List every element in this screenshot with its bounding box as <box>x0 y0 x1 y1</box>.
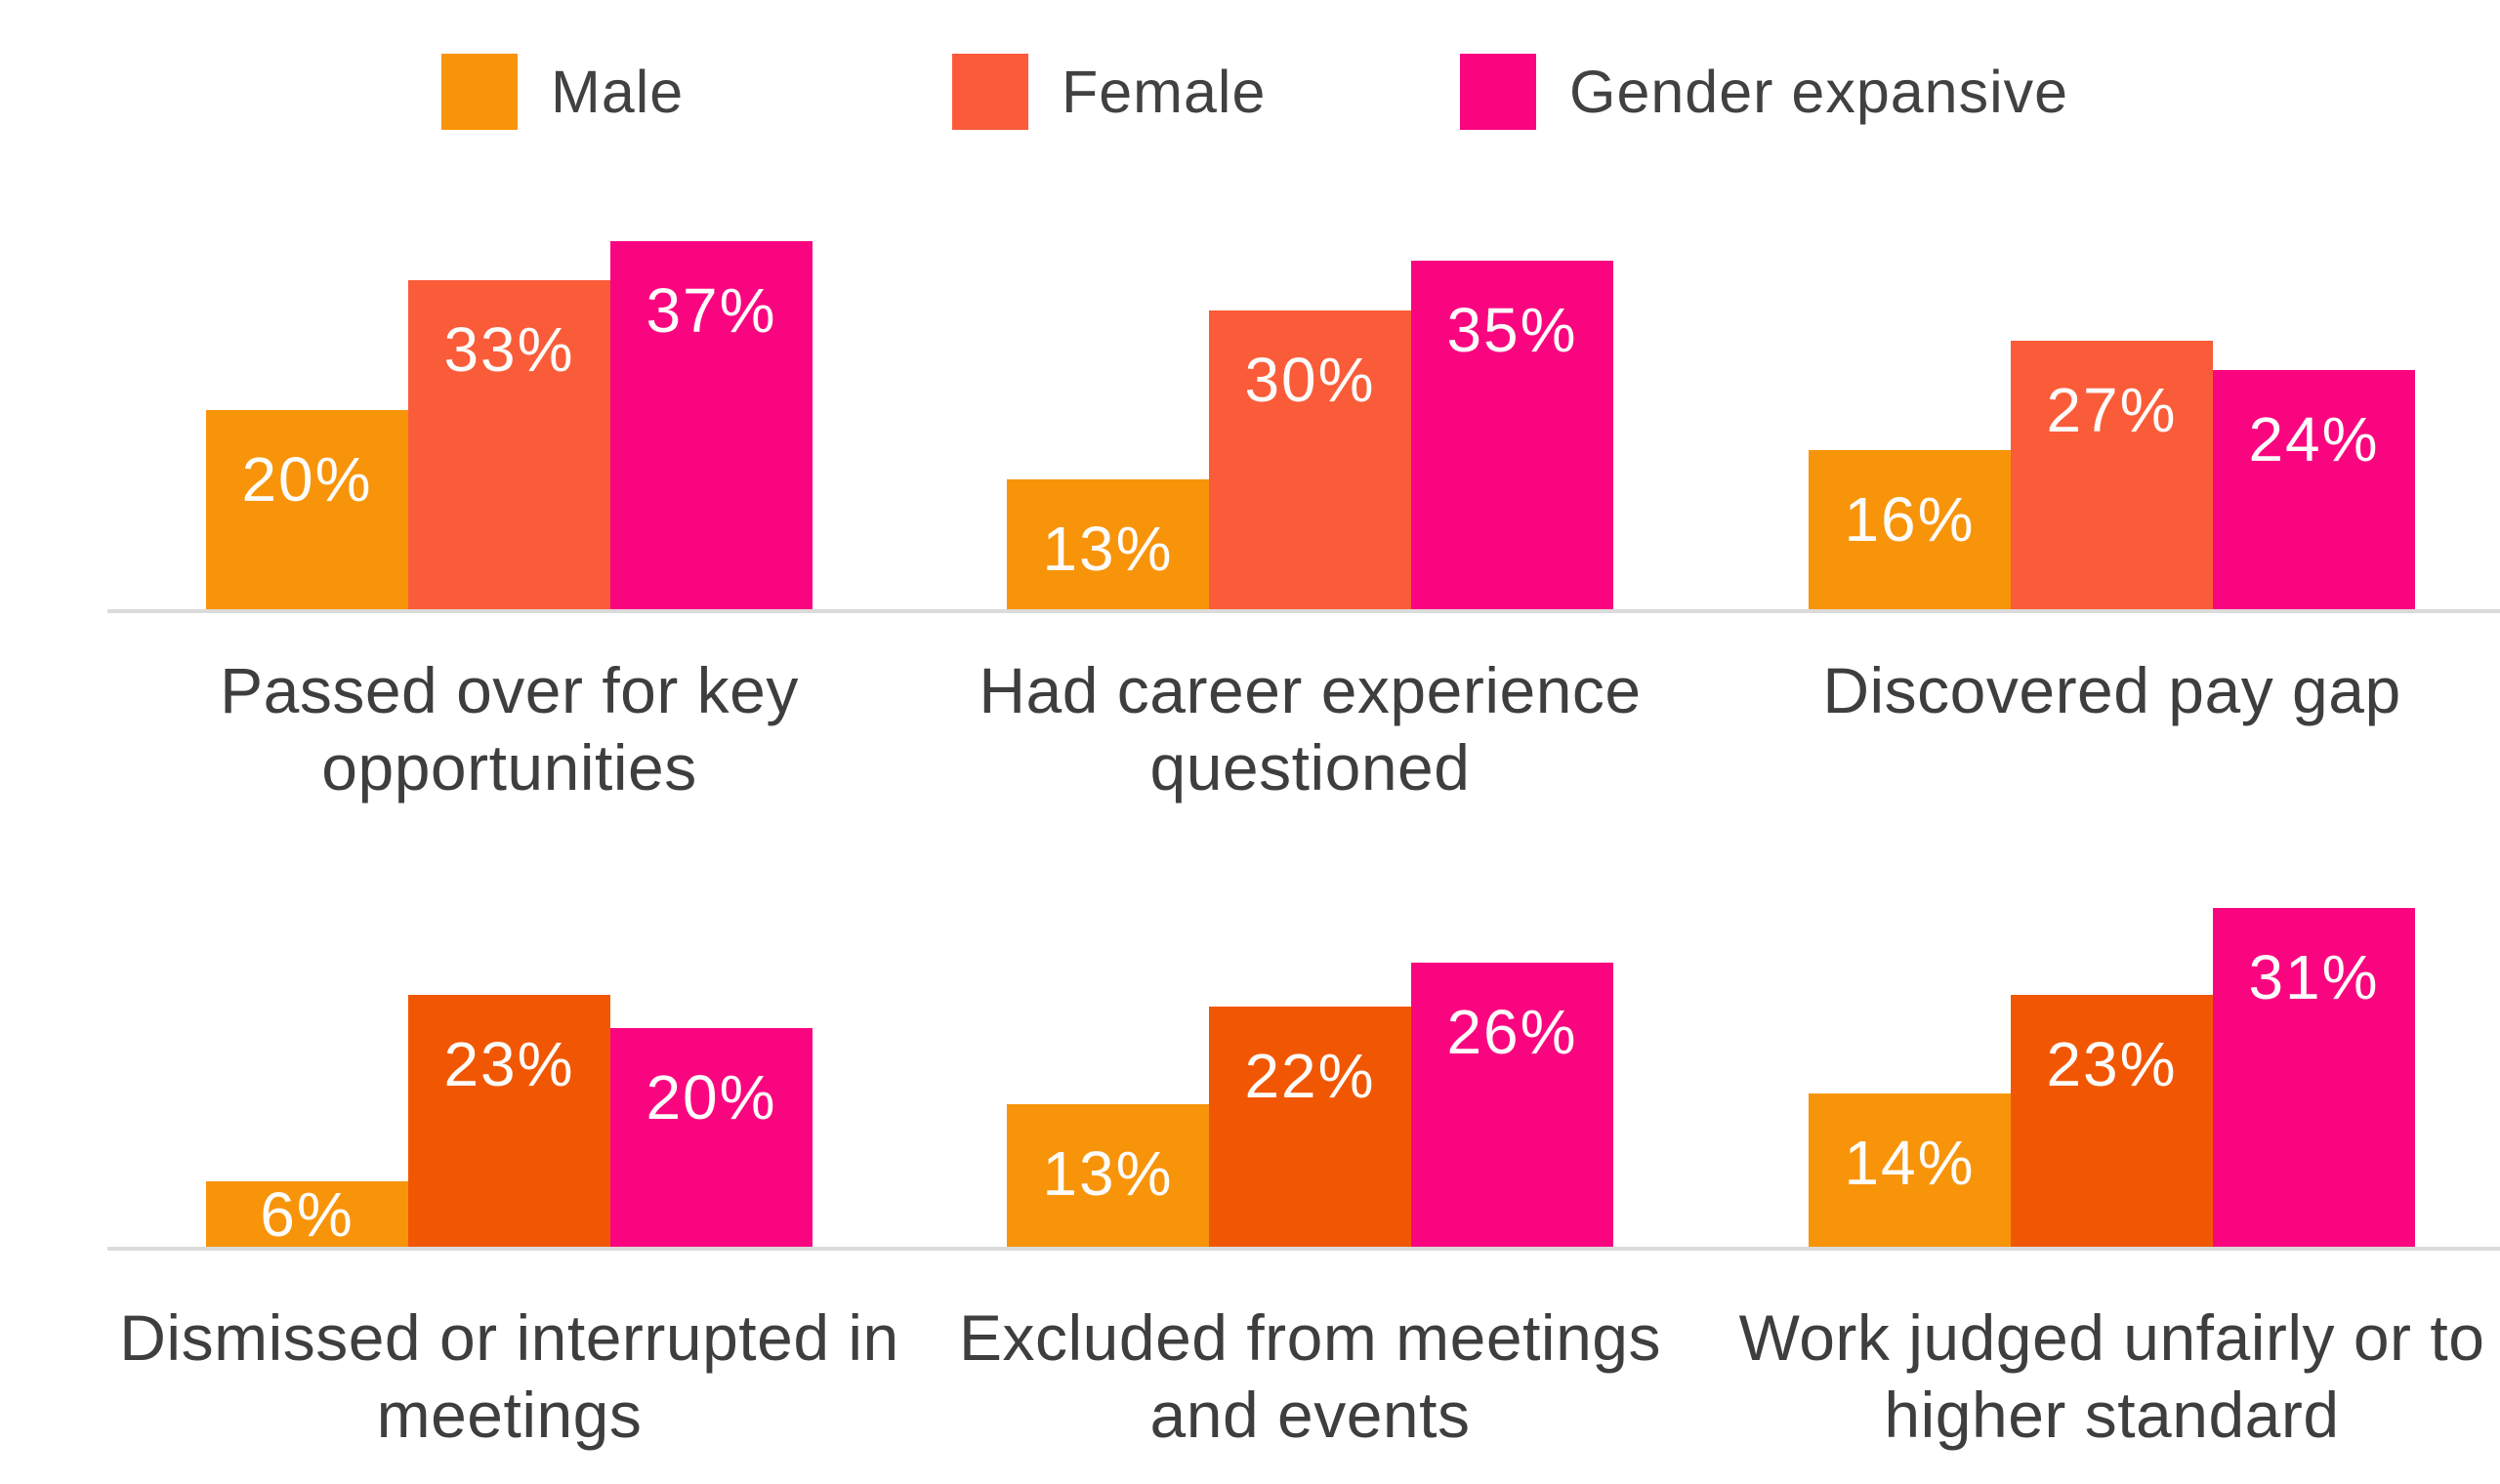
category-label: Work judged unfairly or to higher standar… <box>1739 1299 2485 1454</box>
bar-value-label: 30% <box>1244 345 1376 415</box>
legend-label-gender-expansive: Gender expansive <box>1569 59 2069 125</box>
bar-female: 33% <box>408 280 610 609</box>
bar-value-label: 26% <box>1446 997 1578 1067</box>
bar-value-label: 27% <box>2046 375 2178 445</box>
bar-value-label: 35% <box>1446 295 1578 365</box>
bar-gender-expansive: 24% <box>2213 370 2415 609</box>
bar-value-label: 22% <box>1244 1041 1376 1111</box>
category-label-line: opportunities <box>321 731 697 804</box>
category-label-line: questioned <box>1149 731 1471 804</box>
bar-female: 30% <box>1209 310 1411 609</box>
bar-value-label: 23% <box>2046 1029 2178 1099</box>
bar-value-label: 13% <box>1042 514 1174 584</box>
category-label-line: Dismissed or interrupted in <box>119 1301 899 1374</box>
bar-male: 13% <box>1007 1104 1209 1247</box>
bar-value-label: 16% <box>1844 484 1976 555</box>
category-label: Dismissed or interrupted in meetings <box>119 1299 898 1454</box>
bar-female: 27% <box>2011 341 2213 609</box>
legend-item-male: Male <box>441 54 684 130</box>
bar-female: 23% <box>2011 995 2213 1247</box>
bar-value-label: 33% <box>443 314 575 385</box>
legend-swatch-male <box>441 54 518 130</box>
category-label-line: meetings <box>376 1379 643 1451</box>
bar-male: 13% <box>1007 479 1209 609</box>
category-label: Had career experience questioned <box>979 652 1641 806</box>
category-label-line: Excluded from meetings <box>959 1301 1661 1374</box>
category-label: Passed over for key opportunities <box>220 652 799 806</box>
bar-male: 14% <box>1809 1093 2011 1247</box>
bar-value-label: 37% <box>646 275 777 346</box>
bar-gender-expansive: 37% <box>610 241 812 609</box>
bar-value-label: 6% <box>260 1178 354 1250</box>
bar-value-label: 14% <box>1844 1128 1976 1198</box>
legend-label-female: Female <box>1062 59 1267 125</box>
bar-male: 20% <box>206 410 408 609</box>
bar-male: 16% <box>1809 450 2011 609</box>
legend-swatch-gender-expansive <box>1460 54 1536 130</box>
category-label-line: Passed over for key <box>220 654 799 726</box>
bar-value-label: 23% <box>443 1029 575 1099</box>
bar-gender-expansive: 26% <box>1411 963 1613 1247</box>
category-label-line: Work judged unfairly or to <box>1738 1301 2485 1374</box>
bar-gender-expansive: 35% <box>1411 261 1613 609</box>
axis-baseline-row-2 <box>107 1247 2500 1251</box>
bar-value-label: 20% <box>646 1062 777 1133</box>
legend-item-female: Female <box>952 54 1266 130</box>
category-label: Excluded from meetings and events <box>959 1299 1661 1454</box>
bar-value-label: 13% <box>1042 1138 1174 1209</box>
legend-item-gender-expansive: Gender expansive <box>1460 54 2068 130</box>
category-label-line: Had career experience <box>979 654 1642 726</box>
bar-value-label: 31% <box>2248 942 2380 1012</box>
legend-label-male: Male <box>551 59 685 125</box>
axis-baseline-row-1 <box>107 609 2500 613</box>
category-label-line: and events <box>1149 1379 1471 1451</box>
legend-swatch-female <box>952 54 1028 130</box>
bar-value-label: 20% <box>241 444 373 515</box>
bar-female: 22% <box>1209 1007 1411 1247</box>
bar-value-label: 24% <box>2248 404 2380 474</box>
bar-female: 23% <box>408 995 610 1247</box>
bar-gender-expansive: 31% <box>2213 908 2415 1247</box>
category-label-line: higher standard <box>1884 1379 2340 1451</box>
category-label: Discovered pay gap <box>1822 652 2400 729</box>
bar-male: 6% <box>206 1179 408 1250</box>
bar-gender-expansive: 20% <box>610 1028 812 1247</box>
category-label-line: Discovered pay gap <box>1822 654 2401 726</box>
